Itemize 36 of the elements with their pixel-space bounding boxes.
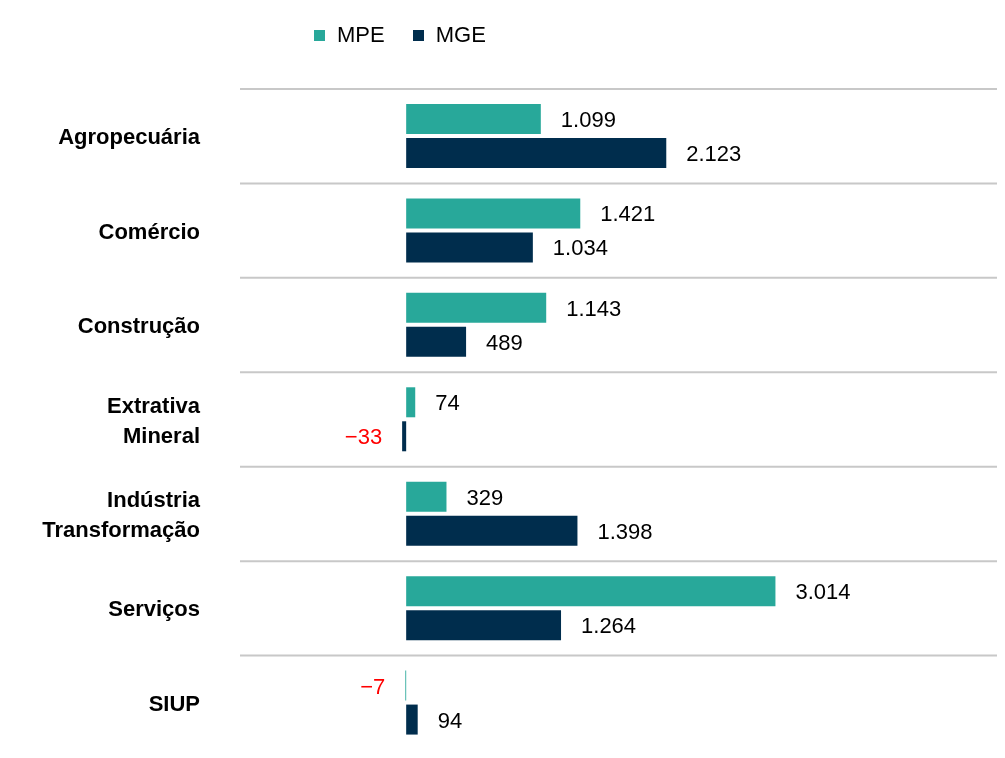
data-label: 489 <box>486 329 523 355</box>
bar <box>406 292 547 323</box>
data-label: 1.099 <box>560 107 616 132</box>
y-tick-label: Indústria Transformação <box>42 486 201 542</box>
bar <box>406 138 667 168</box>
data-label: 2.123 <box>686 141 742 166</box>
data-label: 3.014 <box>795 579 851 605</box>
data-label: 1.034 <box>552 235 608 261</box>
data-label: 1.398 <box>597 518 653 544</box>
data-label: −33 <box>344 424 383 450</box>
y-tick-label: Construção <box>77 313 200 339</box>
bar <box>406 576 776 607</box>
data-label: 74 <box>435 390 460 416</box>
bar <box>406 232 533 263</box>
bar <box>402 421 407 452</box>
bar <box>406 515 578 546</box>
y-tick-label: SIUP <box>148 690 200 716</box>
y-tick-label: Extrativa Mineral <box>107 392 201 448</box>
bar <box>406 326 467 357</box>
data-label: 1.421 <box>600 201 656 227</box>
y-tick-label: Agropecuária <box>58 124 201 150</box>
data-label: 1.264 <box>581 613 637 639</box>
data-label: 329 <box>466 484 504 510</box>
y-tick-label: Serviços <box>108 596 200 622</box>
bar <box>406 481 447 512</box>
legend-label: MPE <box>337 22 385 48</box>
legend-label: MGE <box>435 22 486 48</box>
bar <box>406 387 416 418</box>
data-label: 94 <box>437 707 463 733</box>
bar <box>406 198 581 229</box>
data-label: 1.143 <box>566 295 622 321</box>
bar <box>406 104 541 134</box>
y-tick-label: Comércio <box>98 218 200 244</box>
bar <box>406 610 562 641</box>
bar <box>406 704 418 735</box>
data-label: −7 <box>360 673 386 699</box>
